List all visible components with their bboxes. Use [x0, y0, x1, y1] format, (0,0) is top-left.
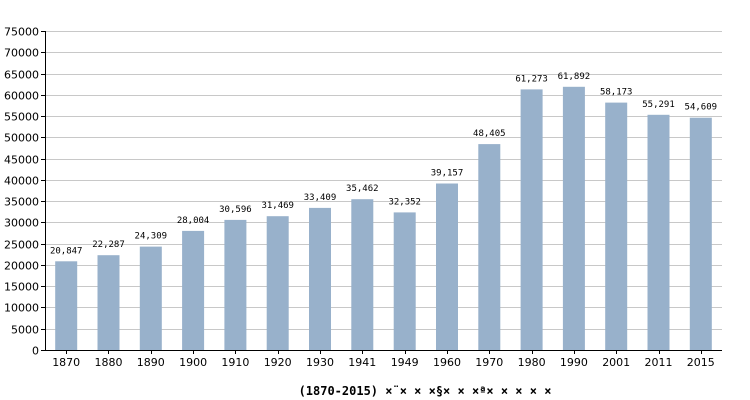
y-tick-label: 65000	[4, 69, 39, 82]
data-label: 35,462	[346, 184, 379, 194]
bar	[605, 102, 628, 350]
data-labels: 20,847 22,287 24,309 28,004 30,596 31,469 33,4…	[50, 72, 717, 256]
bar	[562, 86, 585, 351]
bar	[55, 261, 78, 350]
y-tick-label: 10000	[4, 302, 39, 315]
y-tick-labels: 0 5000 10000 15000 20000 25000 30000 35000 40000…	[4, 26, 45, 358]
x-tick-label: 2011	[645, 356, 673, 369]
bar	[647, 114, 670, 350]
bar	[182, 230, 205, 350]
x-tick-label: 1910	[221, 356, 249, 369]
y-tick-label: 45000	[4, 154, 39, 167]
x-tick-label: 1970	[475, 356, 503, 369]
y-tick-label: 0	[32, 345, 39, 358]
x-tick-label: 2001	[602, 356, 630, 369]
bar	[139, 246, 162, 350]
x-tick-label: 1880	[95, 356, 123, 369]
data-label: 58,173	[600, 88, 633, 98]
data-label: 32,352	[388, 197, 421, 207]
x-tick-label: 2015	[687, 356, 715, 369]
x-tick-label: 1930	[306, 356, 334, 369]
data-label: 24,309	[135, 232, 168, 242]
chart-caption: (1870-2015) ×¨× × ×§× × ×ª× × × × ×	[299, 384, 552, 398]
bar	[351, 199, 374, 350]
x-tick-label: 1980	[518, 356, 546, 369]
x-tick-label: 1900	[179, 356, 207, 369]
y-tick-label: 55000	[4, 111, 39, 124]
y-tick-label: 5000	[11, 324, 39, 337]
y-tick-label: 30000	[4, 217, 39, 230]
data-label: 20,847	[50, 246, 83, 256]
data-label: 61,892	[558, 72, 591, 82]
bar	[478, 144, 501, 350]
bar	[520, 89, 543, 351]
x-tick-label: 1941	[348, 356, 376, 369]
data-label: 30,596	[219, 205, 252, 215]
data-label: 39,157	[431, 169, 464, 179]
bar	[436, 183, 458, 350]
bar	[224, 219, 247, 350]
data-label: 61,273	[515, 74, 548, 84]
bar	[97, 255, 120, 350]
y-tick-label: 25000	[4, 239, 39, 252]
data-label: 22,287	[92, 240, 125, 250]
y-tick-label: 35000	[4, 196, 39, 209]
x-tick-label: 1990	[560, 356, 588, 369]
data-label: 28,004	[177, 216, 210, 226]
bar	[393, 212, 416, 350]
y-tick-label: 75000	[4, 26, 39, 39]
x-tick-label: 1870	[52, 356, 80, 369]
data-label: 33,409	[304, 193, 337, 203]
data-label: 48,405	[473, 129, 506, 139]
x-tick-label: 1890	[137, 356, 165, 369]
data-label: 55,291	[642, 100, 675, 110]
axes	[45, 31, 722, 351]
data-label: 54,609	[685, 103, 718, 113]
y-tick-label: 15000	[4, 281, 39, 294]
x-tick-label: 1920	[264, 356, 292, 369]
bar	[309, 207, 331, 350]
y-tick-label: 60000	[4, 90, 39, 103]
y-tick-label: 50000	[4, 132, 39, 145]
bar	[689, 117, 712, 350]
y-tick-label: 20000	[4, 260, 39, 273]
x-tick-label: 1949	[391, 356, 419, 369]
grid-lines	[45, 31, 722, 330]
x-tick-label: 1960	[433, 356, 461, 369]
bars	[55, 86, 712, 351]
data-label: 31,469	[261, 201, 294, 211]
y-tick-label: 40000	[4, 175, 39, 188]
bar	[266, 216, 289, 350]
y-tick-label: 70000	[4, 47, 39, 60]
x-tick-labels: 1870 1880 1890 1900 1910 1920 1930 1941 1949 1960…	[52, 350, 715, 369]
